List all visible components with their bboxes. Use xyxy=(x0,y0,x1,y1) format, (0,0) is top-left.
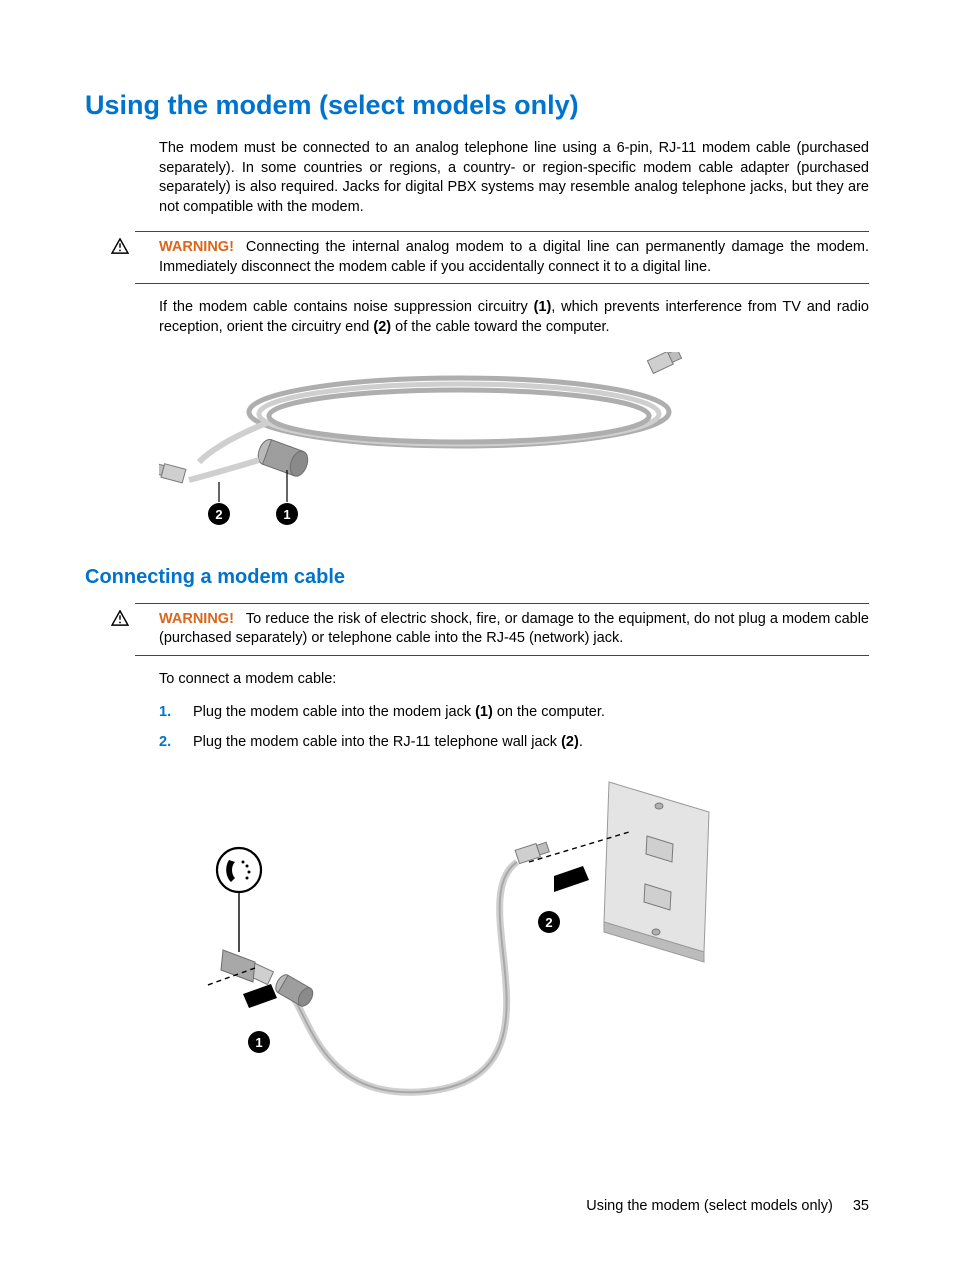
intro-paragraph: The modem must be connected to an analog… xyxy=(159,139,869,217)
figure-modem-cable: 1 2 xyxy=(159,352,869,542)
footer-text: Using the modem (select models only) xyxy=(586,1198,833,1214)
step2-post: . xyxy=(579,734,583,750)
step2-pre: Plug the modem cable into the RJ-11 tele… xyxy=(193,734,561,750)
warning1-text: Connecting the internal analog modem to … xyxy=(159,239,869,275)
warning1-label: WARNING! xyxy=(159,239,234,255)
page-number: 35 xyxy=(853,1198,869,1214)
noise-para-pre: If the modem cable contains noise suppre… xyxy=(159,299,534,315)
step-number: 2. xyxy=(159,733,193,753)
fig2-callout-2: 2 xyxy=(545,915,552,930)
fig1-callout-1: 1 xyxy=(283,507,290,522)
step1-bold: (1) xyxy=(475,704,493,720)
warning2-text: To reduce the risk of electric shock, fi… xyxy=(159,611,869,647)
list-item: 2. Plug the modem cable into the RJ-11 t… xyxy=(159,733,869,753)
figure-wall-jack: 1 2 xyxy=(159,762,869,1147)
list-item: 1. Plug the modem cable into the modem j… xyxy=(159,703,869,723)
fig2-callout-1: 1 xyxy=(255,1035,262,1050)
step-number: 1. xyxy=(159,703,193,723)
fig1-callout-2: 2 xyxy=(215,507,222,522)
noise-para-post: of the cable toward the computer. xyxy=(391,319,609,335)
noise-callout-1: (1) xyxy=(534,299,552,315)
wall-plate xyxy=(604,782,709,962)
warning-triangle-icon xyxy=(111,238,129,254)
warning-triangle-icon xyxy=(111,610,129,626)
steps-list: 1. Plug the modem cable into the modem j… xyxy=(159,703,869,752)
step2-text: Plug the modem cable into the RJ-11 tele… xyxy=(193,733,583,753)
warning-digital-line: WARNING!Connecting the internal analog m… xyxy=(135,231,869,284)
step1-post: on the computer. xyxy=(493,704,605,720)
heading-using-modem: Using the modem (select models only) xyxy=(85,90,869,121)
warning2-label: WARNING! xyxy=(159,611,234,627)
connect-intro: To connect a modem cable: xyxy=(159,670,869,690)
page-footer: Using the modem (select models only) 35 xyxy=(586,1198,869,1214)
noise-suppression-paragraph: If the modem cable contains noise suppre… xyxy=(159,298,869,337)
step2-bold: (2) xyxy=(561,734,579,750)
heading-connecting-cable: Connecting a modem cable xyxy=(85,566,869,589)
noise-callout-2: (2) xyxy=(373,319,391,335)
step1-pre: Plug the modem cable into the modem jack xyxy=(193,704,475,720)
step1-text: Plug the modem cable into the modem jack… xyxy=(193,703,605,723)
warning-rj45: WARNING!To reduce the risk of electric s… xyxy=(135,603,869,656)
